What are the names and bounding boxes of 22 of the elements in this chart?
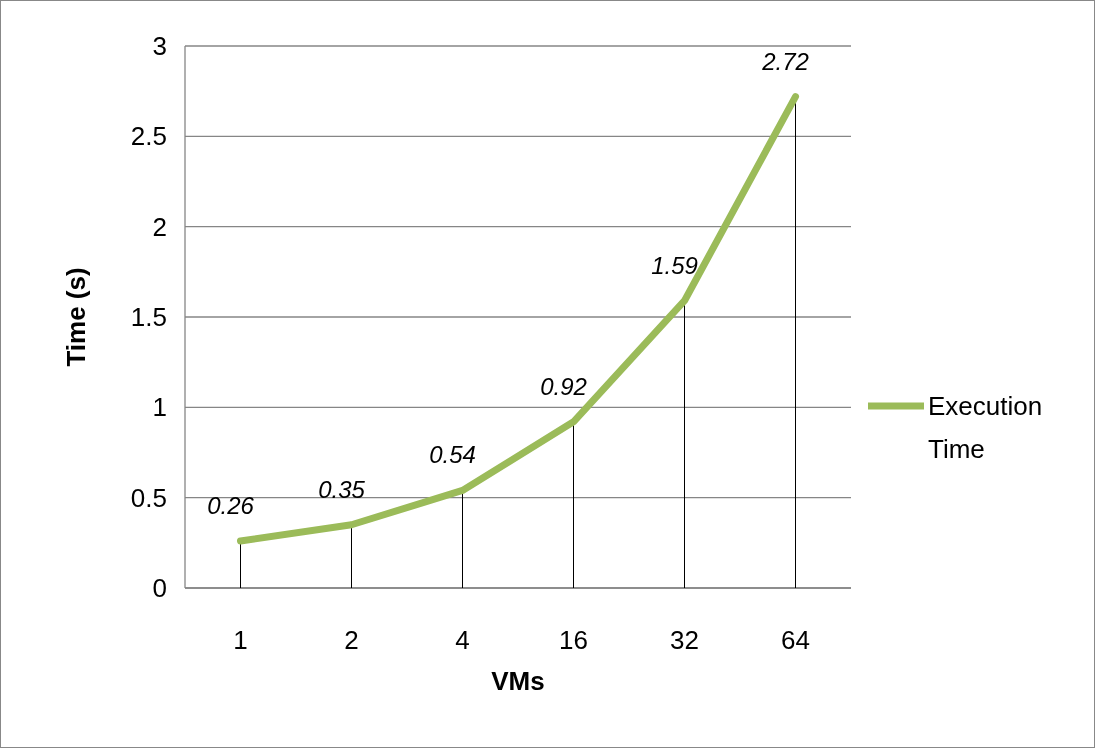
y-tick-label: 3 [152,31,167,62]
y-axis-title: Time (s) [61,267,91,367]
y-tick-label: 1 [152,392,167,423]
y-tick-label: 1.5 [130,302,167,333]
x-tick-label: 16 [559,625,588,656]
x-axis-title: VMs [491,666,545,696]
x-tick-label: 2 [344,625,359,656]
data-label: 1.59 [651,251,698,279]
data-label: 0.35 [318,475,366,503]
data-label: 0.92 [540,372,587,400]
x-tick-label: 4 [455,625,470,656]
data-label: 2.72 [761,47,809,75]
y-tick-label: 2.5 [130,121,167,152]
x-tick-label: 32 [670,625,699,656]
x-tick-label: 64 [781,625,810,656]
y-tick-label: 2 [152,211,167,242]
data-label: 0.26 [207,492,255,520]
y-tick-label: 0.5 [130,482,167,513]
x-tick-label: 1 [233,625,248,656]
data-label: 0.54 [429,441,476,469]
y-tick-label: 0 [152,573,167,604]
legend-label: Execution Time [928,391,1043,464]
